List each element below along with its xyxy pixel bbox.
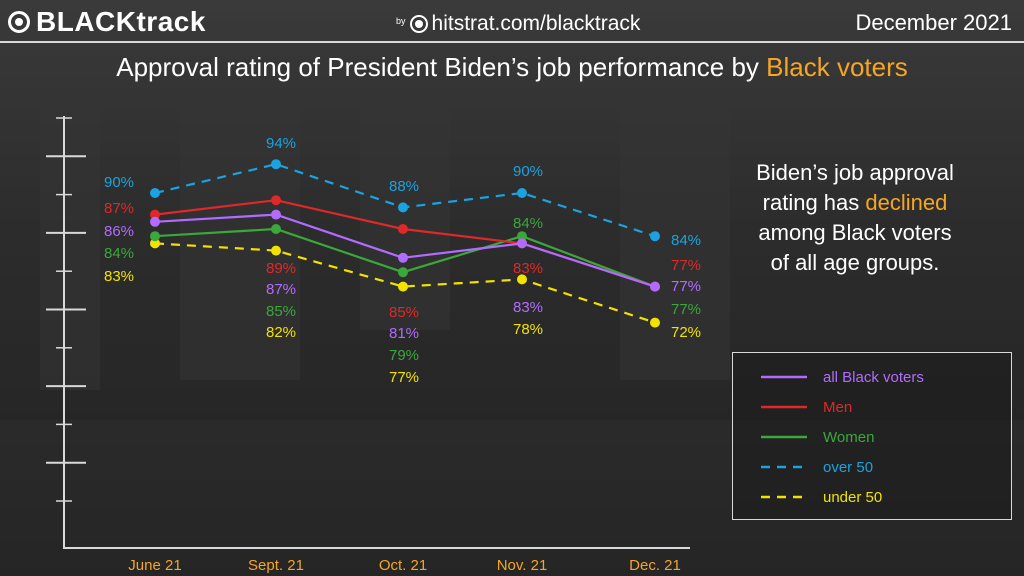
- brand-name: BLACKtrack: [36, 6, 206, 37]
- data-point-over50: [398, 202, 408, 213]
- legend-swatch: [761, 465, 807, 469]
- x-tick-label: June 21: [128, 557, 181, 574]
- data-label-all: 87%: [266, 281, 296, 298]
- data-point-women: [271, 224, 281, 234]
- data-point-under50: [650, 317, 660, 328]
- legend-swatch: [761, 495, 807, 499]
- legend-swatch: [761, 435, 807, 439]
- data-label-men: 85%: [389, 304, 419, 321]
- data-label-women: 77%: [671, 301, 701, 318]
- legend-label: over 50: [823, 458, 874, 476]
- data-point-all: [398, 252, 408, 263]
- callout-line: among Black voters: [758, 220, 952, 245]
- callout-line: rating has declined: [730, 188, 980, 218]
- report-date: December 2021: [855, 10, 1012, 35]
- data-point-men: [271, 195, 281, 206]
- data-label-all: 77%: [671, 278, 701, 295]
- target-icon: [8, 11, 30, 33]
- legend-label: under 50: [823, 488, 883, 506]
- x-tick-label: Sept. 21: [248, 557, 304, 574]
- data-label-over50: 94%: [266, 135, 296, 152]
- data-label-men: 77%: [671, 257, 701, 274]
- legend-item-under50: under 50: [761, 487, 882, 507]
- legend-item-men: Men: [761, 397, 852, 417]
- data-label-all: 81%: [389, 325, 419, 342]
- data-point-all: [150, 216, 160, 227]
- data-label-women: 84%: [513, 215, 543, 232]
- data-point-all: [517, 238, 527, 249]
- chart-title-highlight: Black voters: [766, 52, 908, 82]
- data-label-under50: 82%: [266, 324, 296, 341]
- chart-x-tick-labels: June 21 Sept. 21 Oct. 21 Nov. 21 Dec. 21: [128, 557, 681, 574]
- data-point-under50: [150, 238, 160, 249]
- data-label-over50: 84%: [671, 232, 701, 249]
- data-point-under50: [271, 245, 281, 256]
- callout-line: Biden’s job approval: [756, 160, 954, 185]
- legend-label: Men: [823, 398, 853, 416]
- data-label-under50: 72%: [671, 324, 701, 341]
- data-point-over50: [650, 231, 660, 242]
- data-point-under50: [398, 281, 408, 292]
- x-tick-label: Oct. 21: [379, 557, 427, 574]
- data-label-men: 89%: [266, 260, 296, 277]
- brand-logo: BLACKtrack: [8, 6, 206, 38]
- legend-label: Women: [823, 428, 875, 446]
- data-point-women: [398, 267, 408, 278]
- chart-title: Approval rating of President Biden’s job…: [0, 52, 1024, 83]
- data-point-men: [398, 224, 408, 234]
- data-label-over50: 88%: [389, 178, 419, 195]
- chart-data-labels: 90% 94% 88% 90% 84% 87% 89% 85% 83% 77% 86% 87% 81% 8…: [104, 135, 701, 386]
- callout-line-text: rating has: [762, 190, 866, 215]
- data-label-over50: 90%: [104, 174, 134, 191]
- data-point-over50: [517, 188, 527, 198]
- legend-item-women: Women: [761, 427, 874, 447]
- target-icon: [409, 15, 428, 33]
- legend-item-all: all Black voters: [761, 367, 924, 387]
- chart-axes: [46, 116, 690, 549]
- data-label-under50: 77%: [389, 369, 419, 386]
- data-label-men: 87%: [104, 200, 134, 217]
- data-label-under50: 78%: [513, 321, 543, 338]
- legend-swatch: [761, 375, 807, 379]
- data-label-under50: 83%: [104, 268, 134, 285]
- header-divider: [0, 41, 1024, 43]
- callout-highlight: declined: [865, 190, 948, 215]
- legend-label: all Black voters: [823, 368, 924, 386]
- background-street: [0, 420, 1024, 576]
- data-label-men: 83%: [513, 260, 543, 277]
- chart-title-text: Approval rating of President Biden’s job…: [116, 52, 767, 82]
- background-building: [40, 90, 100, 390]
- byline: by hitstrat.com/blacktrack: [396, 12, 640, 36]
- data-label-women: 85%: [266, 303, 296, 320]
- data-label-all: 86%: [104, 223, 134, 240]
- data-point-over50: [271, 159, 281, 170]
- legend-swatch: [761, 405, 807, 409]
- by-label: by: [396, 16, 406, 26]
- x-tick-label: Dec. 21: [629, 557, 681, 574]
- data-label-all: 83%: [513, 299, 543, 316]
- data-point-men: [150, 209, 160, 220]
- data-point-women: [150, 231, 160, 242]
- data-point-under50: [517, 274, 527, 285]
- callout-line: of all age groups.: [770, 250, 940, 275]
- data-label-women: 79%: [389, 347, 419, 364]
- callout-text: Biden’s job approval rating has declined…: [730, 158, 980, 278]
- series-line-under50: [154, 242, 656, 324]
- data-point-women: [517, 231, 527, 242]
- chart-lines: [150, 159, 660, 328]
- x-tick-label: Nov. 21: [497, 557, 548, 574]
- data-point-over50: [150, 188, 160, 198]
- data-label-over50: 90%: [513, 163, 543, 180]
- data-point-all: [271, 209, 281, 220]
- data-point-all: [650, 281, 660, 292]
- legend-item-over50: over 50: [761, 457, 873, 477]
- data-label-women: 84%: [104, 245, 134, 262]
- site-url: hitstrat.com/blacktrack: [431, 12, 641, 35]
- chart-legend: all Black voters Men Women over 50 under 50: [732, 352, 1012, 520]
